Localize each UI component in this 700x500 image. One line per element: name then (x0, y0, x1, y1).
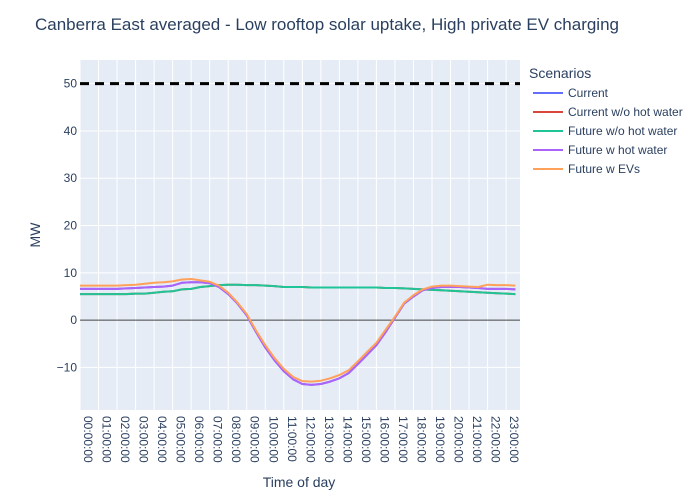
x-tick-label: 01:00:00 (100, 416, 114, 463)
y-tick-label: 30 (64, 171, 78, 185)
y-tick-label: 10 (64, 266, 78, 280)
x-tick-label: 11:00:00 (285, 416, 299, 462)
y-tick-label: 20 (64, 219, 78, 233)
plot-area (80, 60, 520, 410)
x-tick-label: 23:00:00 (507, 416, 521, 463)
chart-title: Canberra East averaged - Low rooftop sol… (35, 15, 619, 34)
x-tick-label: 05:00:00 (174, 416, 188, 463)
x-tick-label: 18:00:00 (414, 416, 428, 463)
series-lines (80, 278, 516, 386)
x-axis-title: Time of day (263, 474, 336, 490)
x-tick-label: 13:00:00 (322, 416, 336, 463)
reference-lines (80, 82, 520, 321)
x-tick-label: 22:00:00 (489, 416, 503, 463)
x-tick-label: 20:00:00 (452, 416, 466, 463)
series-line-4 (80, 278, 516, 383)
x-tick-label: 17:00:00 (396, 416, 410, 463)
x-tick-label: 16:00:00 (377, 416, 391, 463)
legend-entry: Current w/o hot water (568, 105, 683, 119)
x-tick-label: 08:00:00 (229, 416, 243, 463)
x-tick-label: 03:00:00 (137, 416, 151, 463)
legend-entry: Future w/o hot water (568, 124, 677, 138)
x-tick-label: 09:00:00 (248, 416, 262, 463)
x-tick-label: 10:00:00 (266, 416, 280, 463)
x-tick-label: 00:00:00 (81, 416, 95, 463)
y-axis-title: MW (27, 222, 43, 248)
x-tick-label: 04:00:00 (155, 416, 169, 463)
gridlines (79, 60, 520, 410)
legend: Scenarios Current Current w/o hot water Fu… (529, 65, 683, 176)
x-tick-label: 07:00:00 (211, 416, 225, 463)
y-tick-label: 40 (64, 124, 78, 138)
x-tick-label: 19:00:00 (433, 416, 447, 463)
x-tick-label: 14:00:00 (340, 416, 354, 463)
legend-entry: Future w EVs (568, 162, 640, 176)
series-line-2 (80, 283, 516, 296)
x-tick-label: 12:00:00 (303, 416, 317, 463)
y-tick-label: 0 (70, 313, 77, 327)
x-tick-label: 21:00:00 (470, 416, 484, 463)
y-tick-label: −10 (57, 360, 78, 374)
series-line-3 (80, 281, 516, 386)
x-axis-ticks: 00:00:00 01:00:00 02:00:00 03:00:00 04:00:00… (81, 416, 521, 463)
legend-title: Scenarios (529, 65, 591, 81)
x-tick-label: 15:00:00 (359, 416, 373, 463)
legend-entry: Current (568, 86, 609, 100)
y-axis-ticks: −10 0 10 20 30 40 50 (57, 77, 78, 375)
x-tick-label: 02:00:00 (118, 416, 132, 463)
y-tick-label: 50 (64, 77, 78, 91)
legend-entry: Future w hot water (568, 143, 667, 157)
x-tick-label: 06:00:00 (192, 416, 206, 463)
